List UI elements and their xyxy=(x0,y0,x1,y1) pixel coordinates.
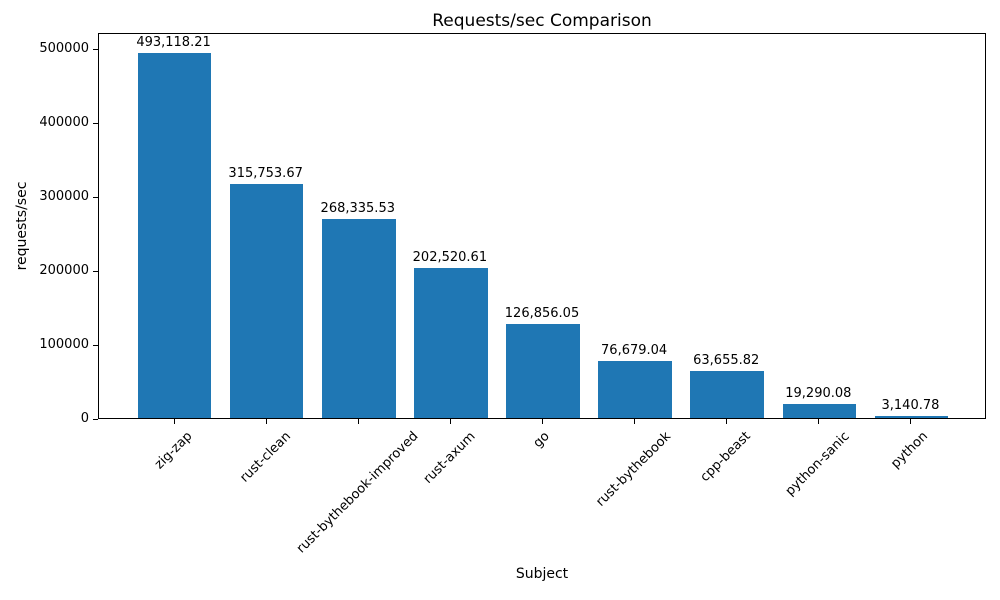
bar xyxy=(229,184,304,418)
bar-value-label: 3,140.78 xyxy=(881,397,940,413)
bar xyxy=(137,53,212,418)
x-tick-label: rust-bythebook xyxy=(593,428,675,510)
x-tick-mark xyxy=(173,419,175,424)
x-tick-label: rust-clean xyxy=(236,428,294,486)
y-tick-label: 400000 xyxy=(39,114,89,130)
y-tick-mark xyxy=(93,48,98,50)
y-tick-mark xyxy=(93,196,98,198)
bar xyxy=(874,415,949,418)
x-tick-label: python xyxy=(888,428,932,472)
y-tick-label: 100000 xyxy=(39,336,89,352)
y-tick-mark xyxy=(93,122,98,124)
bar xyxy=(414,268,488,418)
bar-value-label: 63,655.82 xyxy=(693,352,760,368)
x-tick-label: rust-bythebook-improved xyxy=(293,428,422,557)
y-tick-mark xyxy=(93,344,98,346)
bar-value-label: 19,290.08 xyxy=(785,385,852,401)
x-tick-mark xyxy=(449,419,451,424)
x-tick-mark xyxy=(357,419,359,424)
x-tick-label: rust-axum xyxy=(420,429,479,487)
x-tick-mark xyxy=(542,419,543,424)
y-tick-label: 0 xyxy=(80,411,89,426)
bar xyxy=(598,361,672,418)
bar-value-label: 268,335.53 xyxy=(320,201,395,217)
bar-value-label: 202,520.61 xyxy=(412,250,488,266)
bar-value-label: 315,753.67 xyxy=(228,166,303,182)
x-tick-mark xyxy=(265,419,267,424)
x-tick-mark xyxy=(634,419,636,424)
plot-area xyxy=(98,33,986,419)
x-tick-mark xyxy=(726,419,728,424)
bar xyxy=(690,370,765,418)
bar-value-label: 76,679.04 xyxy=(601,343,668,359)
x-tick-label: python-sanic xyxy=(783,429,853,499)
y-tick-label: 300000 xyxy=(39,188,89,204)
y-tick-mark xyxy=(93,419,98,420)
chart-title: Requests/sec Comparison xyxy=(432,11,652,31)
bar xyxy=(321,219,396,418)
y-tick-label: 200000 xyxy=(39,262,89,278)
bar xyxy=(506,324,580,418)
x-tick-label: go xyxy=(530,428,553,451)
y-tick-mark xyxy=(93,270,98,272)
bar xyxy=(782,403,857,418)
x-tick-mark xyxy=(910,419,912,424)
x-tick-label: zig-zap xyxy=(151,428,195,473)
x-tick-mark xyxy=(818,419,820,424)
bar-value-label: 493,118.21 xyxy=(136,35,211,51)
bar-value-label: 126,856.05 xyxy=(504,306,580,322)
x-axis-label: Subject xyxy=(515,566,569,582)
y-tick-label: 500000 xyxy=(39,40,89,56)
x-tick-label: cpp-beast xyxy=(697,428,754,486)
